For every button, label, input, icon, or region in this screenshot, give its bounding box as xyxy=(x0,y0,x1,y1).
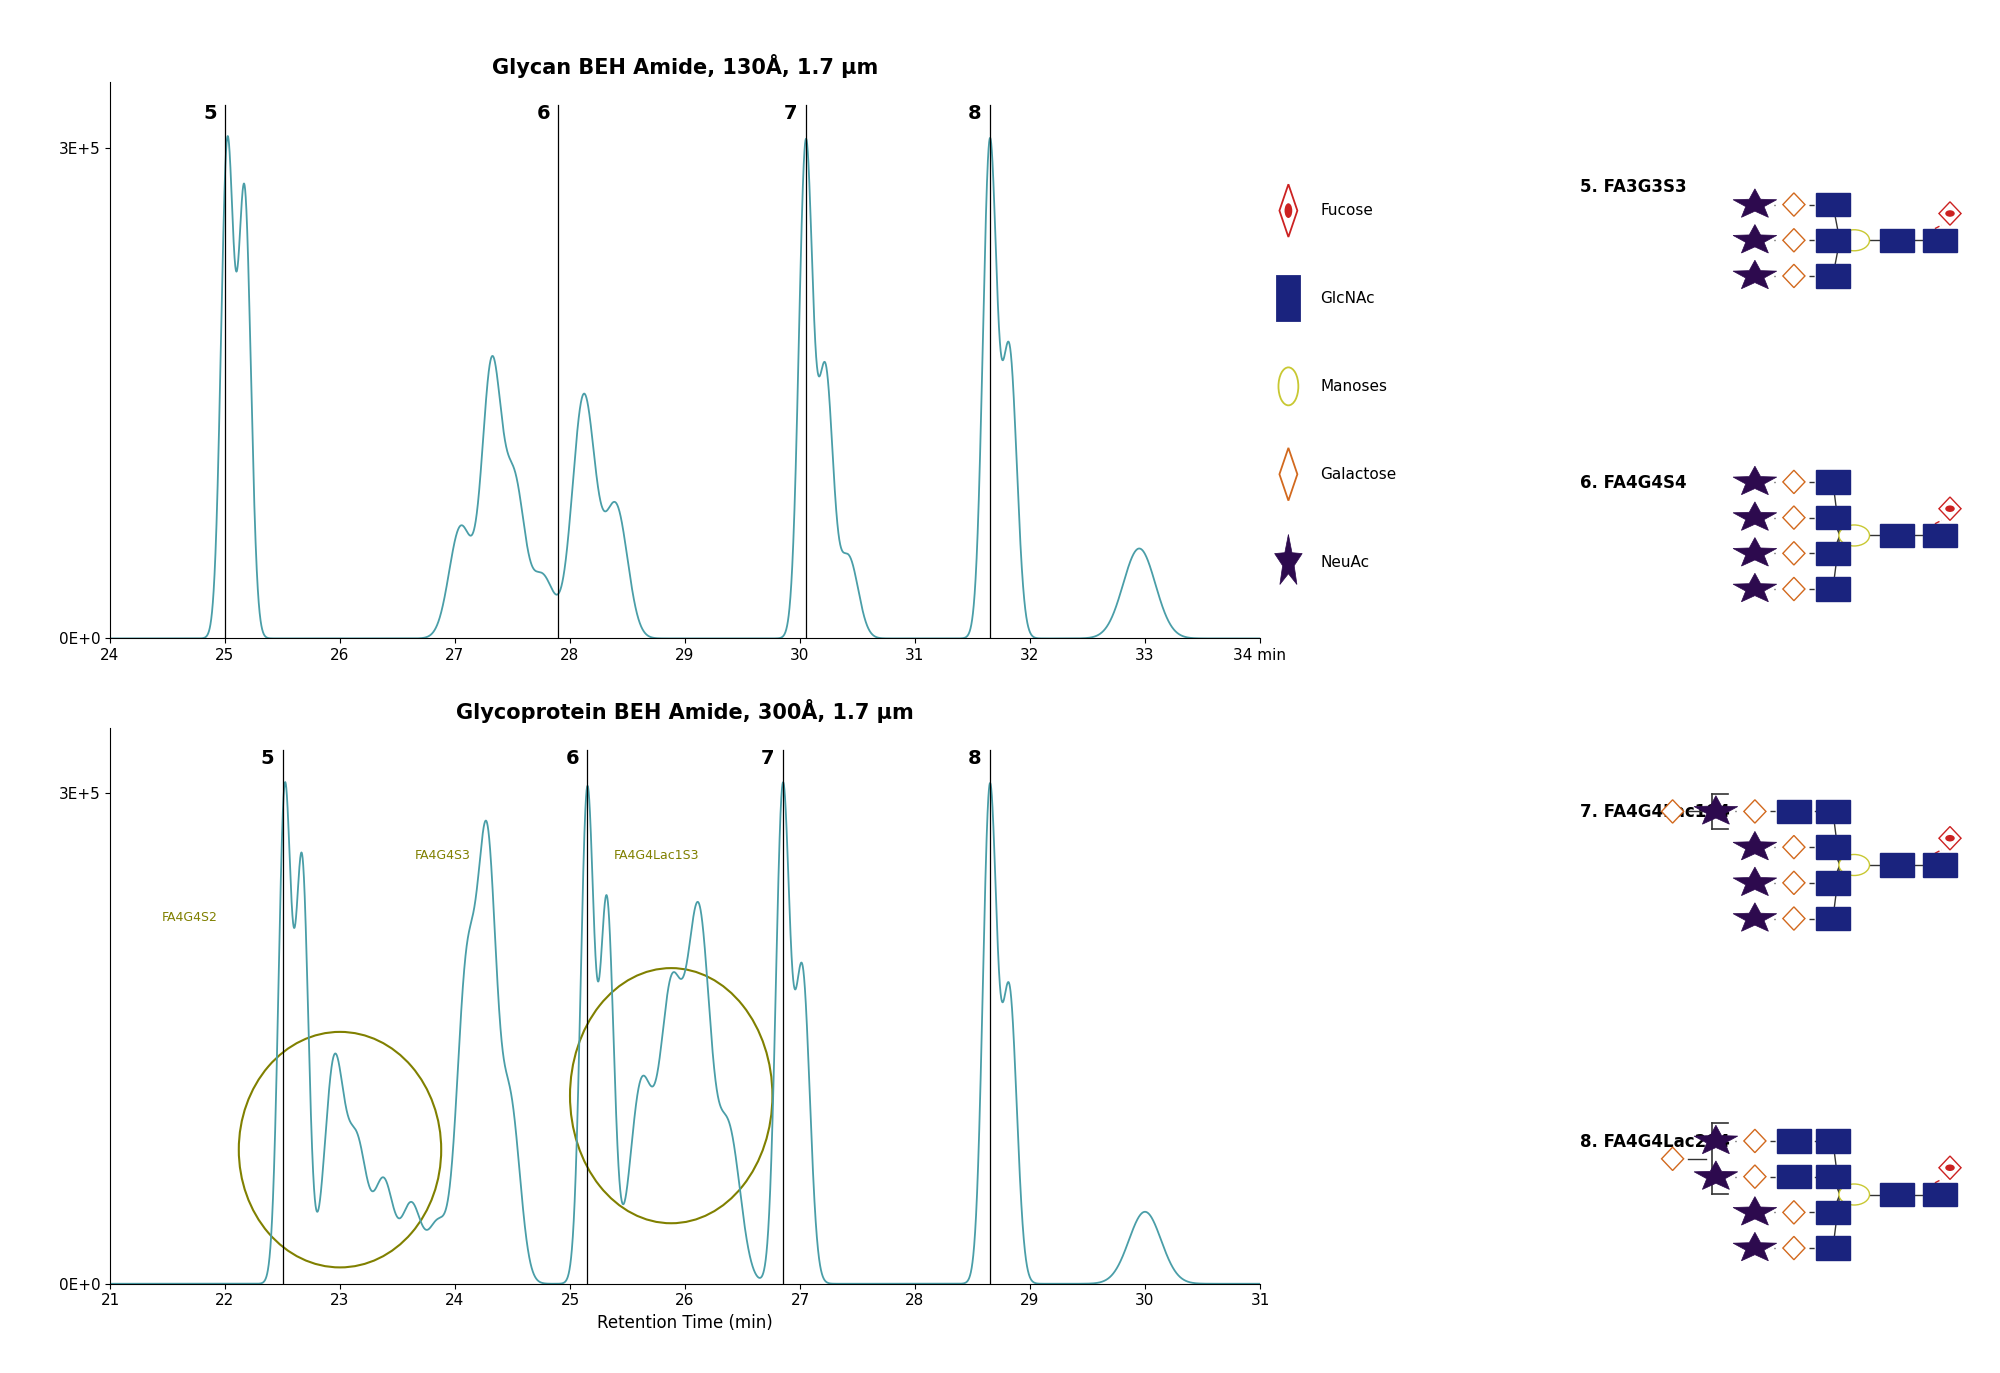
Title: Glycan BEH Amide, 130Å, 1.7 μm: Glycan BEH Amide, 130Å, 1.7 μm xyxy=(492,54,878,78)
Text: 5: 5 xyxy=(260,748,274,768)
Text: 8: 8 xyxy=(968,103,982,122)
Text: Manoses: Manoses xyxy=(1320,379,1388,394)
Text: NeuAc: NeuAc xyxy=(1320,555,1370,570)
Text: FA4G4S3: FA4G4S3 xyxy=(414,849,470,862)
X-axis label: Retention Time (min): Retention Time (min) xyxy=(598,1314,772,1332)
Text: Fucose: Fucose xyxy=(1320,203,1374,218)
Text: 7. FA4G4Lac1S4: 7. FA4G4Lac1S4 xyxy=(1580,803,1730,821)
Text: 6: 6 xyxy=(566,748,580,768)
Polygon shape xyxy=(1280,448,1298,501)
Title: Glycoprotein BEH Amide, 300Å, 1.7 μm: Glycoprotein BEH Amide, 300Å, 1.7 μm xyxy=(456,699,914,724)
Text: 8. FA4G4Lac2S4: 8. FA4G4Lac2S4 xyxy=(1580,1133,1730,1151)
Text: 5. FA3G3S3: 5. FA3G3S3 xyxy=(1580,178,1686,196)
Text: 6: 6 xyxy=(536,103,550,122)
Text: FA4G4S2: FA4G4S2 xyxy=(162,910,218,924)
Polygon shape xyxy=(1276,276,1300,321)
Polygon shape xyxy=(1274,534,1302,585)
Circle shape xyxy=(1278,368,1298,405)
Text: 5: 5 xyxy=(204,103,216,122)
Polygon shape xyxy=(1280,184,1298,238)
Text: 7: 7 xyxy=(762,748,774,768)
Text: 7: 7 xyxy=(784,103,798,122)
Text: FA4G4Lac1S3: FA4G4Lac1S3 xyxy=(614,849,700,862)
Text: 8: 8 xyxy=(968,748,982,768)
Text: 6. FA4G4S4: 6. FA4G4S4 xyxy=(1580,474,1686,492)
Text: GlcNAc: GlcNAc xyxy=(1320,291,1376,306)
Text: Galactose: Galactose xyxy=(1320,467,1396,482)
Circle shape xyxy=(1284,203,1292,218)
